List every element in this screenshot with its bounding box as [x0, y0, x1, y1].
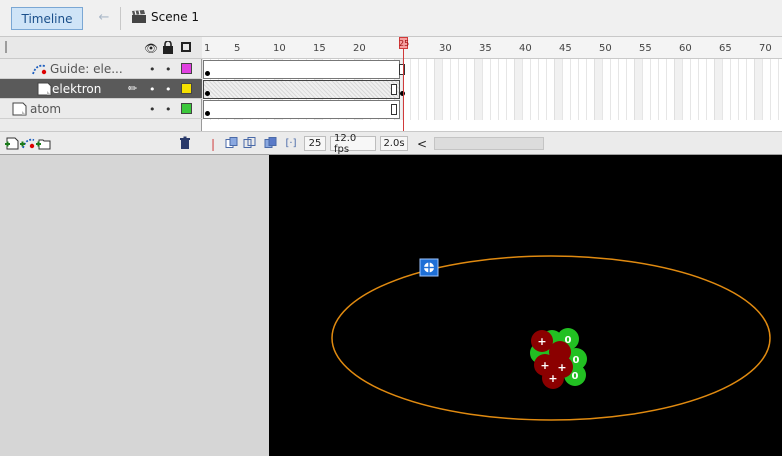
pasteboard[interactable]: 0 0 0 + + + + [0, 154, 782, 456]
layer-row-guide[interactable]: Guide: ele... • • [0, 59, 202, 79]
onion-skin-icon[interactable] [225, 136, 239, 151]
keyframe[interactable] [205, 91, 210, 96]
transform-point-icon[interactable] [419, 258, 439, 277]
orbit-path[interactable] [331, 255, 771, 421]
scene-label[interactable]: Scene 1 [151, 10, 200, 24]
layer-icon [12, 102, 27, 116]
layer-footer [0, 131, 202, 154]
edit-bar: Timeline ← Scene 1 [0, 0, 782, 37]
frame-rate-field[interactable]: 12.0 fps [330, 133, 376, 155]
ruler-label: 30 [439, 43, 452, 54]
playhead-label: 25 [399, 39, 410, 48]
timeline-button[interactable]: Timeline [11, 7, 83, 30]
playhead-line [403, 49, 404, 154]
lock-dot[interactable]: • [165, 103, 172, 116]
current-frame-field[interactable]: 25 [304, 136, 326, 151]
delete-layer-icon[interactable] [179, 136, 191, 150]
keyframe[interactable] [205, 111, 210, 116]
timeline-status-bar: ❘ [·] 25 12.0 fps 2.0s < [202, 131, 782, 155]
visibility-dot[interactable]: • [149, 63, 156, 76]
divider [120, 7, 121, 30]
ruler-label: 35 [479, 43, 492, 54]
playhead[interactable] [399, 37, 408, 49]
lock-icon[interactable] [162, 41, 174, 54]
visibility-dot[interactable]: • [149, 103, 156, 116]
proton-label: + [548, 372, 557, 385]
motion-tween-span[interactable] [203, 80, 400, 99]
ruler-label: 50 [599, 43, 612, 54]
layer-header: 👁 [0, 37, 202, 59]
panel-grip[interactable] [5, 41, 7, 53]
layer-list: 👁 Guide: ele... • • [0, 37, 202, 154]
stage[interactable]: 0 0 0 + + + + [269, 155, 782, 456]
lock-dot[interactable]: • [165, 83, 172, 96]
outline-color-swatch[interactable] [181, 83, 192, 94]
horizontal-scrollbar[interactable] [434, 137, 544, 150]
proton-label: + [537, 335, 546, 348]
outline-icon[interactable] [181, 42, 191, 52]
visibility-dot[interactable]: • [149, 83, 156, 96]
insert-layer-icon[interactable] [4, 136, 19, 150]
ruler-label: 60 [679, 43, 692, 54]
center-frame-icon[interactable]: ❘ [207, 136, 219, 151]
ruler-label: 55 [639, 43, 652, 54]
ruler-label: 65 [719, 43, 732, 54]
neutron-label: 0 [572, 371, 579, 382]
layer-row-atom[interactable]: atom • • [0, 99, 202, 119]
proton-label: + [540, 359, 549, 372]
atom-nucleus[interactable]: 0 0 0 + + + + [530, 328, 587, 389]
proton [542, 367, 564, 389]
keyframe[interactable] [205, 71, 210, 76]
neutron-label: 0 [565, 335, 572, 346]
guide-frame-span[interactable] [203, 60, 400, 79]
neutron-label: 0 [573, 355, 580, 366]
timeline-panel: 👁 Guide: ele... • • [0, 37, 782, 155]
outline-color-swatch[interactable] [181, 103, 192, 114]
end-frame[interactable] [391, 84, 397, 95]
ruler-label: 40 [519, 43, 532, 54]
outline-color-swatch[interactable] [181, 63, 192, 74]
proton [531, 330, 553, 352]
ruler-label: 45 [559, 43, 572, 54]
onion-skin-outlines-icon[interactable] [243, 136, 257, 151]
atom-frame-span[interactable] [203, 100, 400, 119]
layer-name[interactable]: atom [30, 102, 62, 116]
ruler-label: 15 [313, 43, 326, 54]
eye-icon[interactable]: 👁 [144, 42, 158, 55]
frame-area[interactable]: 1 5 10 15 20 30 35 40 45 50 55 60 65 70 [202, 37, 782, 131]
edit-multiple-frames-icon[interactable] [264, 136, 278, 151]
elapsed-time-field[interactable]: 2.0s [380, 136, 408, 151]
layer-name[interactable]: elektron [52, 82, 102, 96]
insert-folder-icon[interactable] [36, 136, 51, 150]
frame-ruler[interactable]: 1 5 10 15 20 30 35 40 45 50 55 60 65 70 [202, 37, 782, 59]
ruler-label: 20 [353, 43, 366, 54]
pencil-icon: ✏ [128, 82, 138, 95]
motion-guide-icon [32, 64, 47, 75]
modify-markers-icon[interactable]: [·] [285, 138, 297, 149]
scroll-left-button[interactable]: < [416, 136, 428, 151]
end-frame[interactable] [399, 64, 405, 75]
add-motion-guide-icon[interactable] [20, 136, 35, 150]
layer-row-elektron[interactable]: elektron ✏ • • [0, 79, 202, 99]
stage-artwork[interactable]: 0 0 0 + + + + [269, 155, 782, 456]
ruler-label: 70 [759, 43, 772, 54]
end-frame[interactable] [391, 104, 397, 115]
ruler-label: 10 [273, 43, 286, 54]
ruler-label: 5 [234, 43, 241, 54]
ruler-label: 1 [204, 43, 211, 54]
clapperboard-icon [132, 10, 146, 23]
layer-icon [37, 82, 52, 96]
proton-label: + [557, 361, 566, 374]
arrow-left-icon[interactable]: ← [98, 10, 110, 25]
lock-dot[interactable]: • [165, 63, 172, 76]
keyframe[interactable] [400, 91, 405, 96]
layer-name[interactable]: Guide: ele... [50, 62, 123, 76]
